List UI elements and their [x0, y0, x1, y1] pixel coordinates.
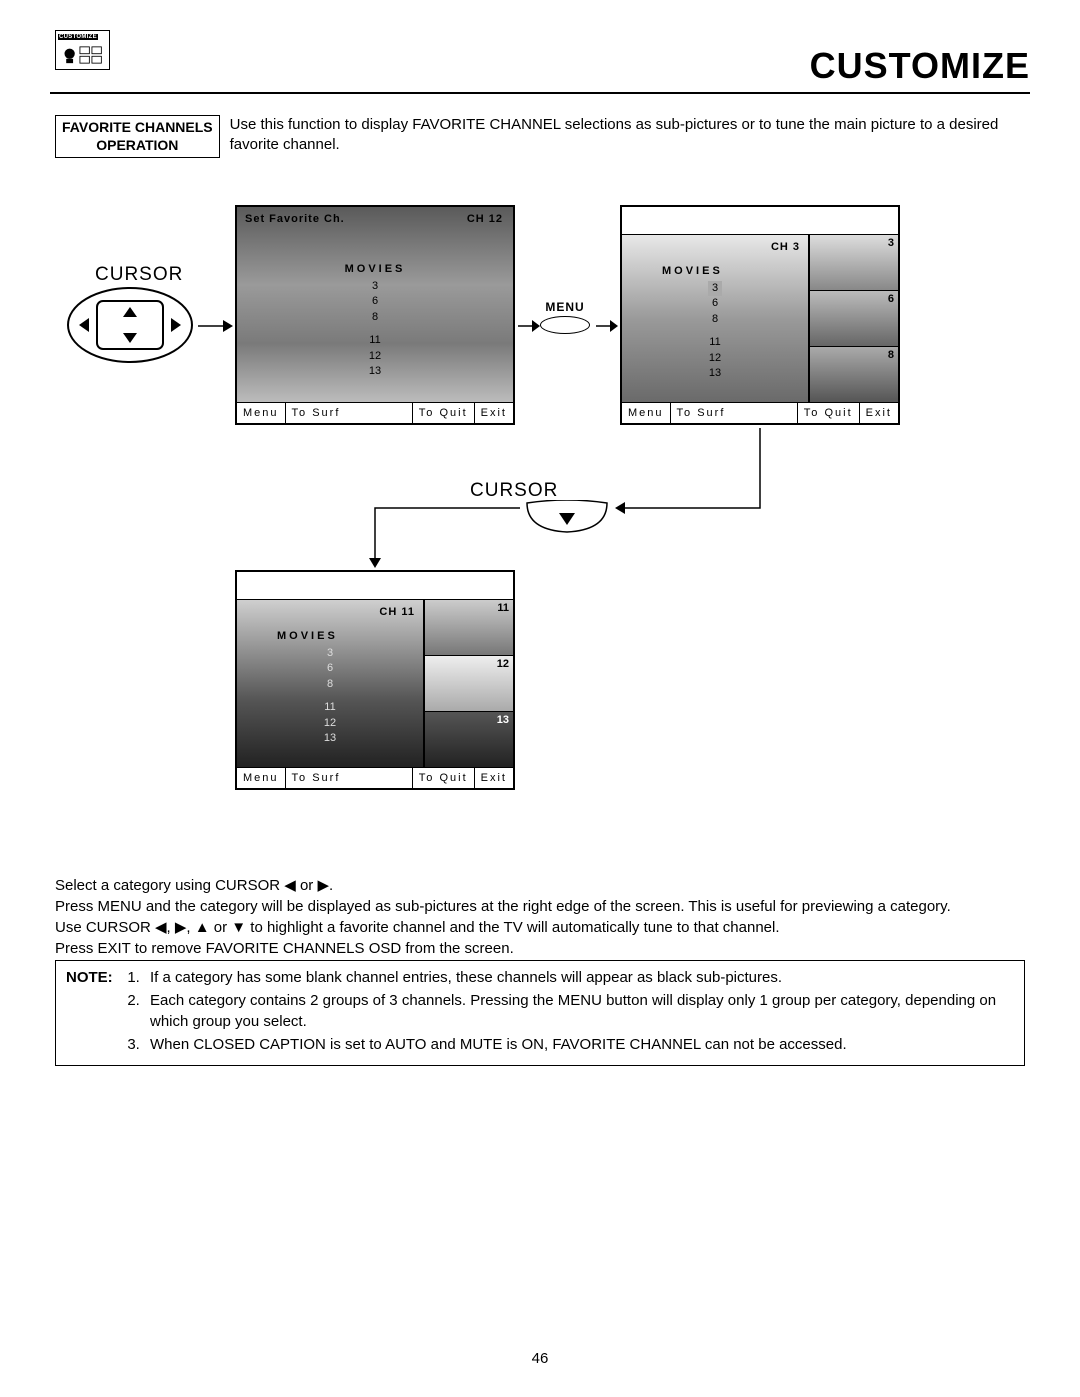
s2-channel: CH 3	[771, 241, 800, 253]
s3-th-0: 11	[497, 602, 509, 614]
s1-bar-exit: Exit	[475, 403, 513, 423]
title-rule	[50, 92, 1030, 94]
instr-l3: Use CURSOR ◀, ▶, ▲ or ▼ to highlight a f…	[55, 917, 1025, 938]
s2-ch-1: 6	[622, 296, 808, 311]
instructions: Select a category using CURSOR ◀ or ▶. P…	[55, 875, 1025, 959]
s3-bar-menu: Menu	[237, 768, 286, 788]
s1-title: Set Favorite Ch.	[245, 213, 345, 225]
s1-category: MOVIES	[237, 263, 513, 275]
s3-ch-5: 12	[237, 716, 423, 731]
s1-channel: CH 12	[467, 213, 503, 225]
s2-ch-4: 11	[622, 335, 808, 350]
s2-th-1: 6	[888, 293, 894, 305]
s2-ch-5: 12	[622, 351, 808, 366]
s2-bar-menu: Menu	[622, 403, 671, 423]
s3-ch-6: 13	[237, 731, 423, 746]
page: CUSTOMIZE CUSTOMIZE FAVORITE CHANNELS OP…	[0, 0, 1080, 1397]
arrow-1	[198, 316, 233, 341]
s3-channel: CH 11	[379, 606, 415, 618]
s2-category: MOVIES	[662, 265, 723, 277]
tv-screen-1: Set Favorite Ch. CH 12 MOVIES 3 6 8 11 1…	[235, 205, 515, 425]
note-item-2: Each category contains 2 groups of 3 cha…	[144, 990, 1014, 1032]
menu-button: MENU	[540, 300, 590, 334]
page-title: CUSTOMIZE	[810, 45, 1030, 87]
cursor-label-2: CURSOR	[470, 480, 558, 502]
arrow-2b	[596, 316, 618, 341]
s3-ch-1: 6	[237, 661, 423, 676]
arrow-2a	[518, 316, 540, 341]
section-label-l1: FAVORITE CHANNELS	[62, 119, 213, 137]
s1-bar-surf: To Surf	[286, 403, 413, 423]
s1-bar-menu: Menu	[237, 403, 286, 423]
menu-button-label: MENU	[540, 300, 590, 314]
s2-thumbs: 3 6 8	[808, 235, 898, 402]
s3-th-2: 13	[497, 714, 509, 726]
s3-category: MOVIES	[277, 630, 338, 642]
s1-ch-2: 8	[237, 310, 513, 325]
s2-ch-6: 13	[622, 366, 808, 381]
instr-l2: Press MENU and the category will be disp…	[55, 896, 1025, 917]
s2-bar-exit: Exit	[860, 403, 898, 423]
cursor-label-1: CURSOR	[95, 264, 183, 286]
instr-l4: Press EXIT to remove FAVORITE CHANNELS O…	[55, 938, 1025, 959]
tv-screen-3: CH 11 MOVIES 3 6 8 11 12 13 11 12 13 Men…	[235, 570, 515, 790]
s2-ch-0: 3	[708, 281, 722, 296]
note-box: NOTE: If a category has some blank chann…	[55, 960, 1025, 1066]
s1-bar-quit: To Quit	[413, 403, 475, 423]
cursor-pad	[65, 285, 195, 365]
s2-statusbar: Menu To Surf To Quit Exit	[622, 402, 898, 423]
section-description: Use this function to display FAVORITE CH…	[230, 115, 1025, 156]
menu-button-oval	[540, 316, 590, 334]
s1-statusbar: Menu To Surf To Quit Exit	[237, 402, 513, 423]
s3-thumbs: 11 12 13	[423, 600, 513, 767]
s3-ch-4: 11	[237, 700, 423, 715]
section-label: FAVORITE CHANNELS OPERATION	[55, 115, 220, 158]
section-header: FAVORITE CHANNELS OPERATION Use this fun…	[55, 115, 1025, 158]
s1-ch-5: 12	[237, 349, 513, 364]
s3-statusbar: Menu To Surf To Quit Exit	[237, 767, 513, 788]
s1-ch-6: 13	[237, 364, 513, 379]
cursor-down-btn	[522, 500, 612, 535]
note-label: NOTE:	[66, 967, 126, 1057]
s2-bar-quit: To Quit	[798, 403, 860, 423]
s2-th-0: 3	[888, 237, 894, 249]
s1-ch-1: 6	[237, 294, 513, 309]
instr-l1: Select a category using CURSOR ◀ or ▶.	[55, 875, 1025, 896]
s3-th-1: 12	[497, 658, 509, 670]
s3-ch-0: 3	[237, 646, 423, 661]
tv-screen-2: CH 3 MOVIES 3 6 8 11 12 13 3 6 8 Menu To…	[620, 205, 900, 425]
s2-th-2: 8	[888, 349, 894, 361]
s3-bar-quit: To Quit	[413, 768, 475, 788]
s2-ch-2: 8	[622, 312, 808, 327]
s1-ch-0: 3	[237, 279, 513, 294]
page-number: 46	[0, 1350, 1080, 1367]
s2-topgap	[622, 207, 898, 235]
s3-ch-2: 8	[237, 677, 423, 692]
s2-bar-surf: To Surf	[671, 403, 798, 423]
note-item-3: When CLOSED CAPTION is set to AUTO and M…	[144, 1034, 1014, 1055]
customize-icon: CUSTOMIZE	[55, 30, 110, 70]
s3-bar-exit: Exit	[475, 768, 513, 788]
section-label-l2: OPERATION	[62, 137, 213, 155]
s3-topgap	[237, 572, 513, 600]
note-item-1: If a category has some blank channel ent…	[144, 967, 1014, 988]
s3-bar-surf: To Surf	[286, 768, 413, 788]
s1-ch-4: 11	[237, 333, 513, 348]
